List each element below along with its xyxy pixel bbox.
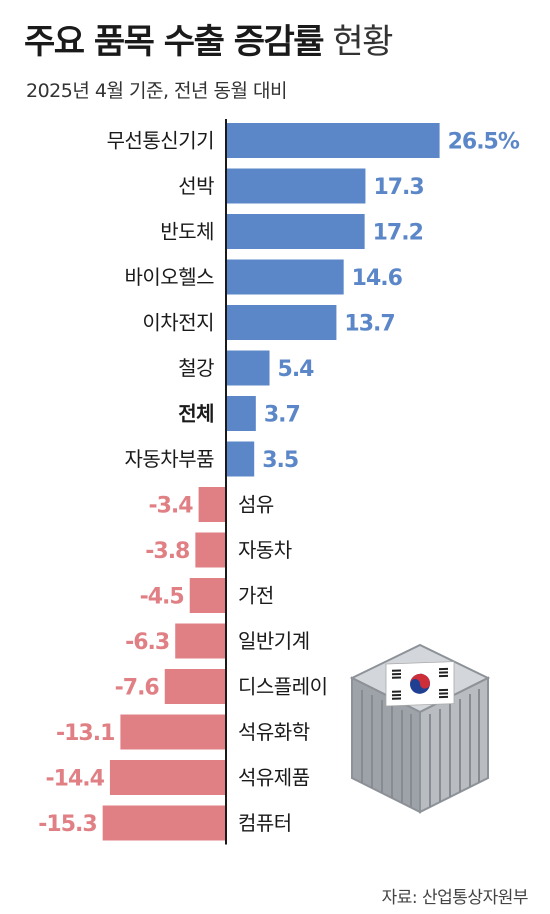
title-strong: 주요 품목 수출 증감률	[24, 22, 325, 62]
chart-title: 주요 품목 수출 증감률 현황	[24, 14, 393, 63]
source-note: 자료: 산업통상자원부	[381, 888, 529, 908]
category-label: 디스플레이	[238, 675, 328, 699]
bar-6	[226, 396, 256, 431]
bar-5	[226, 350, 270, 386]
value-label: 5.4	[278, 357, 315, 382]
value-label: 3.7	[264, 403, 300, 428]
bar-4	[226, 305, 337, 340]
bar-7	[226, 441, 255, 477]
value-label: -4.5	[140, 585, 184, 610]
bar-12	[164, 669, 226, 704]
bar-9	[195, 532, 226, 568]
bar-13	[120, 714, 226, 750]
bar-3	[226, 259, 344, 295]
category-label: 선박	[178, 174, 214, 198]
value-label: 13.7	[344, 312, 394, 337]
category-label: 석유화학	[238, 720, 310, 744]
category-label: 섬유	[238, 493, 274, 517]
category-label: 자동차부품	[125, 447, 215, 471]
category-label: 이차전지	[142, 311, 214, 335]
title-light: 현황	[332, 22, 393, 62]
bar-15	[102, 805, 226, 841]
bar-10	[189, 578, 226, 613]
value-label: -15.3	[38, 812, 96, 837]
south-korea-flag-icon	[385, 661, 455, 707]
bar-2	[226, 214, 365, 249]
bar-11	[175, 623, 226, 659]
value-label: 17.3	[373, 175, 423, 200]
bar-8	[198, 487, 226, 522]
bar-0	[226, 123, 440, 158]
value-label: -14.4	[46, 767, 105, 792]
bar-1	[226, 168, 366, 204]
chart-subtitle: 2025년 4월 기준, 전년 동월 대비	[26, 80, 287, 102]
category-label: 바이오헬스	[125, 265, 215, 289]
value-label: 26.5%	[448, 130, 520, 155]
category-label: 무선통신기기	[107, 129, 214, 153]
category-label: 반도체	[160, 220, 214, 244]
value-label: -6.3	[125, 630, 169, 655]
shipping-container-icon	[349, 643, 491, 814]
value-label: 3.5	[262, 448, 298, 473]
value-label: -3.8	[145, 539, 189, 564]
value-label: -7.6	[115, 676, 160, 701]
value-label: 17.2	[373, 221, 423, 246]
value-label: -3.4	[148, 494, 193, 519]
category-label: 석유제품	[238, 766, 310, 790]
category-label: 일반기계	[238, 629, 310, 653]
category-label: 전체	[178, 402, 214, 426]
value-label: 14.6	[352, 266, 403, 291]
value-label: -13.1	[56, 721, 114, 746]
category-label: 철강	[178, 356, 214, 380]
category-label: 가전	[238, 584, 274, 608]
bar-14	[109, 760, 226, 795]
category-label: 자동차	[238, 538, 292, 562]
category-label: 컴퓨터	[238, 811, 292, 835]
